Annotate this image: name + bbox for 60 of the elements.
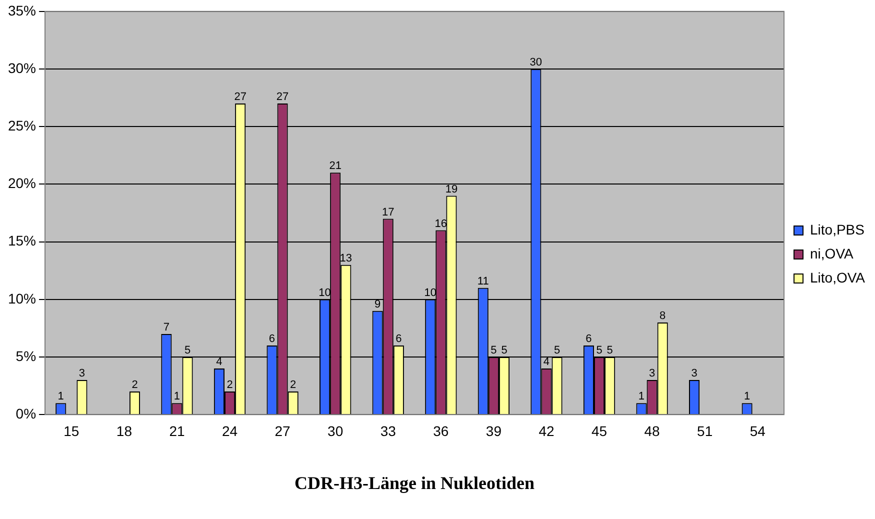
data-label: 5 <box>554 344 560 357</box>
data-label: 1 <box>638 390 645 403</box>
data-label: 1 <box>744 390 750 403</box>
data-label: 13 <box>340 252 352 264</box>
data-label: 5 <box>501 344 508 357</box>
x-tick-label: 39 <box>486 422 502 439</box>
data-label: 5 <box>490 344 497 357</box>
data-label: 21 <box>329 160 342 172</box>
y-tick-label: 10% <box>8 290 36 306</box>
y-tick-label: 30% <box>8 60 36 76</box>
data-label: 5 <box>184 344 191 357</box>
data-label: 6 <box>268 333 276 346</box>
data-label: 7 <box>163 321 170 334</box>
y-tick-label: 25% <box>8 117 36 134</box>
y-tick-label: 5% <box>16 348 36 364</box>
x-tick-label: 24 <box>222 422 238 439</box>
data-label: 3 <box>648 368 656 380</box>
x-tick-label: 27 <box>274 422 291 439</box>
y-tick-label: 0% <box>16 405 36 422</box>
data-label: 30 <box>530 56 542 69</box>
data-label: 4 <box>216 356 222 368</box>
y-tick-label: 35% <box>8 2 36 18</box>
x-tick-label: 48 <box>644 422 660 439</box>
x-tick-label: 36 <box>433 422 449 439</box>
y-tick-label: 20% <box>8 175 36 192</box>
data-label: 10 <box>424 286 436 299</box>
x-tick-label: 42 <box>538 422 554 439</box>
x-tick-label: 54 <box>750 422 766 439</box>
data-label: 3 <box>78 368 86 380</box>
data-label: 27 <box>276 91 289 104</box>
x-axis-title: CDR-H3-Länge in Nukleotiden <box>294 472 535 493</box>
data-label: 1 <box>58 390 64 403</box>
data-label: 8 <box>660 310 666 322</box>
data-label: 6 <box>396 333 402 346</box>
x-tick-label: 30 <box>328 422 344 439</box>
data-label: 2 <box>132 379 138 392</box>
x-tick-label: 51 <box>697 422 713 439</box>
data-label: 19 <box>445 183 458 196</box>
data-label: 27 <box>234 91 246 104</box>
x-tick-label: 15 <box>64 422 80 439</box>
data-label: 5 <box>606 344 613 357</box>
data-label: 6 <box>586 333 592 346</box>
legend-label: Lito,PBS <box>810 221 864 238</box>
data-label: 2 <box>290 379 296 392</box>
data-label: 3 <box>691 368 698 380</box>
data-label: 2 <box>226 379 233 392</box>
x-tick-label: 45 <box>591 422 608 439</box>
legend-label: Lito,OVA <box>810 269 866 286</box>
data-label: 4 <box>543 356 550 368</box>
data-label: 1 <box>174 390 180 403</box>
data-label: 17 <box>382 206 394 218</box>
data-label: 9 <box>374 298 381 310</box>
x-tick-label: 33 <box>380 422 396 439</box>
legend-label: ni,OVA <box>810 245 854 262</box>
data-label: 5 <box>596 344 602 357</box>
y-tick-label: 15% <box>8 232 36 249</box>
data-label: 11 <box>477 275 489 288</box>
data-label: 16 <box>434 218 448 230</box>
x-tick-label: 21 <box>169 422 185 439</box>
x-tick-label: 18 <box>116 422 132 439</box>
